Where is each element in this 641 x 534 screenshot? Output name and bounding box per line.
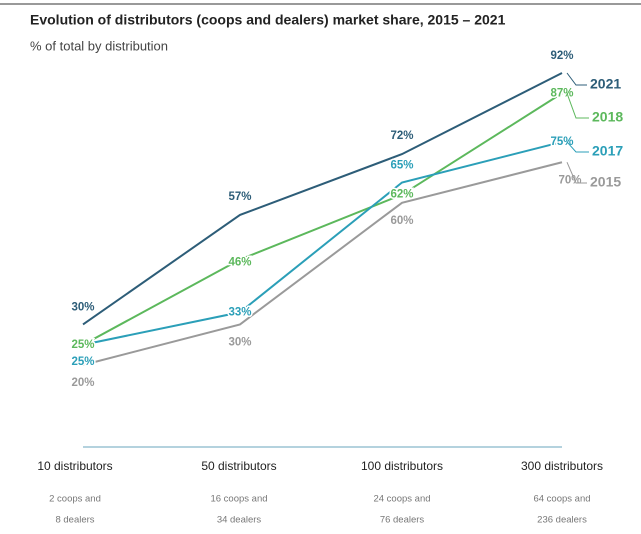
legend-label: 2017 <box>592 143 623 159</box>
x-sublabel: 8 dealers <box>55 515 94 526</box>
legend-label: 2021 <box>590 76 621 92</box>
x-tick-label: 300 distributors <box>521 459 603 473</box>
legend-label: 2018 <box>592 109 623 125</box>
x-tick-label: 10 distributors <box>37 459 112 473</box>
data-label: 46% <box>228 257 251 269</box>
x-sublabel: 34 dealers <box>217 515 262 526</box>
data-label: 70% <box>558 174 581 186</box>
data-label: 87% <box>550 87 573 99</box>
data-label: 72% <box>390 130 413 142</box>
legend-connector <box>566 72 587 86</box>
legend-connector <box>566 141 589 153</box>
x-tick-label: 100 distributors <box>361 459 443 473</box>
data-label: 75% <box>550 136 573 148</box>
x-sublabel: 236 dealers <box>537 515 587 526</box>
data-label: 33% <box>228 306 251 318</box>
line <box>82 161 563 366</box>
data-label: 30% <box>71 301 94 313</box>
line <box>82 92 563 346</box>
x-sublabel: 64 coops and <box>533 494 590 505</box>
data-label: 20% <box>71 377 94 389</box>
chart-title: Evolution of distributors (coops and dea… <box>30 12 506 28</box>
data-label: 25% <box>71 339 94 351</box>
line <box>82 140 563 346</box>
x-sublabel: 24 coops and <box>373 494 430 505</box>
data-label: 57% <box>228 191 251 203</box>
legend-connector <box>566 93 589 119</box>
legend-connector <box>566 162 587 184</box>
data-label: 92% <box>550 50 573 62</box>
data-label: 25% <box>71 356 94 368</box>
data-label: 65% <box>390 160 413 172</box>
x-sublabel: 76 dealers <box>380 515 425 526</box>
data-label: 30% <box>228 336 251 348</box>
chart-subtitle: % of total by distribution <box>30 38 168 53</box>
data-label: 62% <box>390 189 413 201</box>
x-tick-label: 50 distributors <box>201 459 276 473</box>
x-sublabel: 16 coops and <box>210 494 267 505</box>
data-label: 60% <box>390 215 413 227</box>
x-sublabel: 2 coops and <box>49 494 101 505</box>
line <box>82 72 563 326</box>
legend-label: 2015 <box>590 174 621 190</box>
